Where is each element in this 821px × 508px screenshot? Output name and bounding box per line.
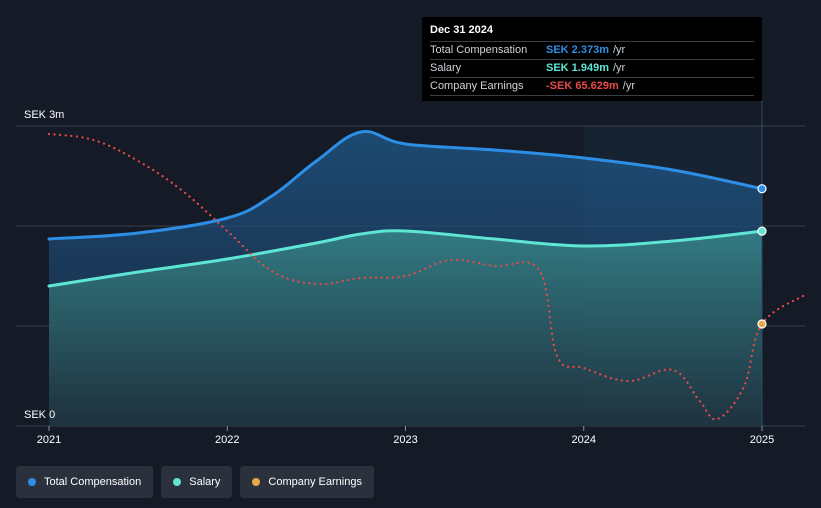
marker-earnings	[757, 319, 767, 329]
marker-salary	[757, 226, 767, 236]
chart-plot: SEK 3m SEK 0 2021 2022 2023 2024 2025	[16, 100, 808, 446]
legend-label: Company Earnings	[268, 476, 362, 488]
series-line-earnings	[47, 132, 808, 421]
tooltip-row-unit: /yr	[622, 80, 635, 92]
tooltip: Dec 31 2024 Total Compensation SEK 2.373…	[422, 17, 762, 101]
series-line-total	[47, 130, 764, 241]
marker-layer	[757, 100, 767, 426]
x-tick-label: 2024	[572, 434, 596, 446]
tooltip-row-salary: Salary SEK 1.949m /yr	[430, 60, 754, 78]
area-layer	[49, 131, 762, 426]
x-tick-label: 2025	[750, 434, 774, 446]
legend-item-company-earnings[interactable]: Company Earnings	[240, 466, 374, 498]
tooltip-row-label: Total Compensation	[430, 44, 528, 56]
x-tick-label: 2021	[37, 434, 61, 446]
y-axis-bottom-label: SEK 0	[24, 409, 55, 421]
x-tick-label: 2023	[393, 434, 417, 446]
y-axis-top-label: SEK 3m	[24, 109, 64, 121]
tooltip-row-value: -SEK 65.629m	[546, 80, 619, 92]
area-salary	[49, 230, 762, 426]
tooltip-row-value: SEK 1.949m	[546, 62, 609, 74]
marker-total	[757, 184, 767, 194]
legend-label: Salary	[189, 476, 221, 488]
tooltip-row-label: Salary	[430, 62, 462, 74]
legend: Total Compensation Salary Company Earnin…	[16, 466, 374, 498]
legend-dot-icon	[252, 478, 261, 486]
x-tick-label: 2022	[215, 434, 239, 446]
legend-label: Total Compensation	[44, 476, 142, 488]
tooltip-row-unit: /yr	[612, 44, 626, 56]
tooltip-row-total-compensation: Total Compensation SEK 2.373m /yr	[430, 42, 754, 60]
line-layer	[47, 130, 808, 421]
tooltip-row-company-earnings: Company Earnings -SEK 65.629m /yr	[430, 78, 754, 96]
legend-dot-icon	[28, 478, 36, 486]
tooltip-row-unit: /yr	[612, 62, 626, 74]
legend-item-total-compensation[interactable]: Total Compensation	[16, 466, 154, 498]
x-axis: 2021 2022 2023 2024 2025	[37, 426, 774, 446]
legend-item-salary[interactable]: Salary	[161, 466, 233, 498]
legend-dot-icon	[173, 478, 182, 486]
tooltip-date: Dec 31 2024	[430, 17, 754, 42]
tooltip-row-value: SEK 2.373m	[546, 44, 609, 56]
tooltip-row-label: Company Earnings	[430, 80, 524, 92]
series-line-salary	[47, 229, 764, 288]
